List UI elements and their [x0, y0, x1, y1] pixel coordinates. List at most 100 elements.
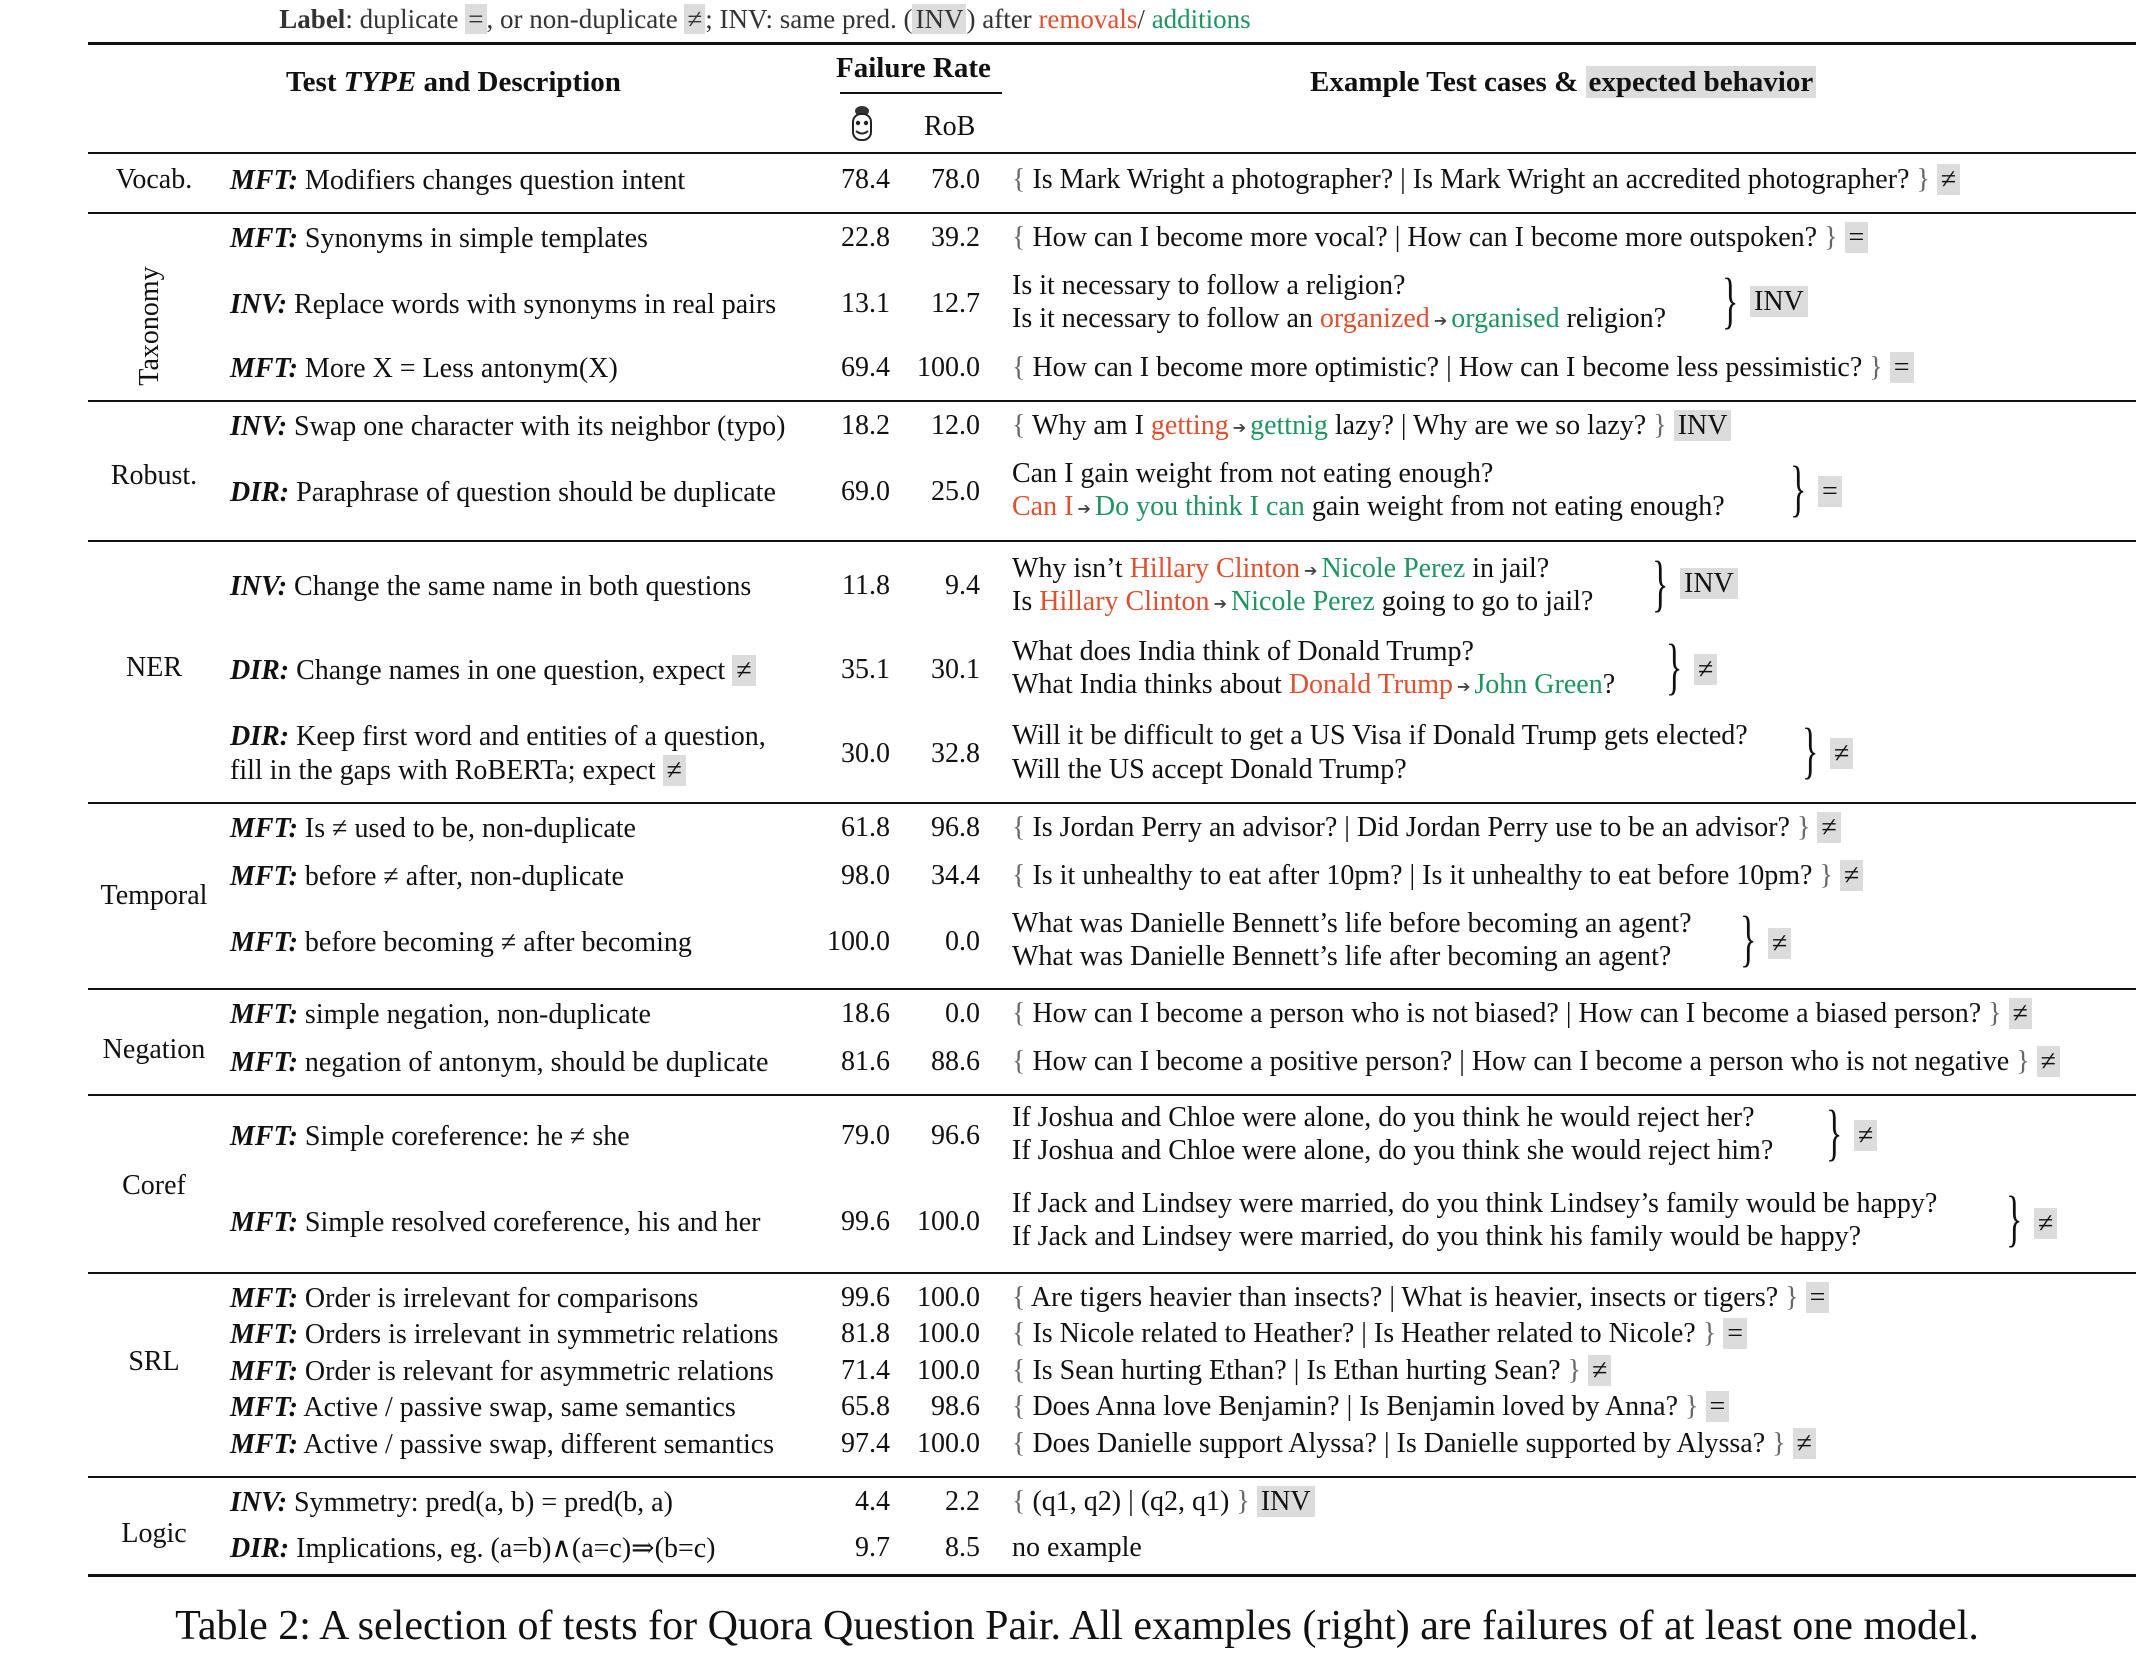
rob-failure-rate: 2.2 — [945, 1486, 980, 1517]
test-description: MFT: Active / passive swap, same semanti… — [230, 1392, 736, 1423]
bert-failure-rate: 13.1 — [841, 288, 890, 319]
bert-failure-rate: 98.0 — [841, 860, 890, 891]
bert-failure-rate: 78.4 — [841, 164, 890, 195]
example-case: no example — [1012, 1532, 1142, 1563]
example-line: What does India think of Donald Trump? — [1012, 636, 1474, 667]
example-line: If Jack and Lindsey were married, do you… — [1012, 1188, 1938, 1219]
section-rule — [88, 1272, 2136, 1274]
legend-text: ) after — [966, 4, 1032, 34]
section-rule — [88, 802, 2136, 804]
example-line: Will it be difficult to get a US Visa if… — [1012, 720, 1748, 751]
rob-failure-rate: 34.4 — [931, 860, 980, 891]
rob-failure-rate: 30.1 — [931, 654, 980, 685]
examples-header: Example Test cases & expected behavior — [1310, 66, 1817, 99]
example-case: { Is Jordan Perry an advisor? | Did Jord… — [1012, 812, 1841, 844]
example-case: { Is Nicole related to Heather? | Is Hea… — [1012, 1318, 1747, 1350]
legend-text: ; INV: same pred. ( — [705, 4, 913, 34]
rob-failure-rate: 96.6 — [931, 1120, 980, 1151]
test-description: DIR: Keep first word and entities of a q… — [230, 721, 766, 752]
expected-tag: ≠ — [1694, 654, 1718, 686]
example-case: { Does Danielle support Alyssa? | Is Dan… — [1012, 1428, 1816, 1460]
category-vocab: Vocab. — [115, 164, 193, 195]
example-line: Can I ➔ Do you think I can gain weight fro… — [1012, 491, 1725, 522]
bottom-rule — [88, 1574, 2136, 1577]
example-case: { Is Mark Wright a photographer? | Is Ma… — [1012, 164, 1961, 196]
bert-failure-rate: 81.6 — [841, 1046, 890, 1077]
rob-failure-rate: 100.0 — [917, 1428, 980, 1459]
rob-failure-rate: 8.5 — [945, 1532, 980, 1563]
example-line: Is Hillary Clinton ➔ Nicole Perez going to… — [1012, 586, 1594, 617]
category-temporal: Temporal — [100, 880, 208, 911]
legend-neq: ≠ — [684, 4, 706, 34]
rob-failure-rate: 25.0 — [931, 476, 980, 507]
section-rule — [88, 988, 2136, 990]
bert-icon — [845, 104, 879, 146]
brace: } — [1790, 455, 1807, 523]
rob-failure-rate: 98.6 — [931, 1391, 980, 1422]
bert-failure-rate: 22.8 — [841, 222, 890, 253]
category-robust: Robust. — [110, 460, 198, 491]
test-description: MFT: Orders is irrelevant in symmetric r… — [230, 1319, 779, 1350]
category-ner: NER — [126, 652, 182, 683]
expected-tag: ≠ — [1768, 928, 1792, 960]
expected-tag: = — [1818, 476, 1842, 508]
category-negation: Negation — [102, 1034, 206, 1065]
legend-removals: removals — [1038, 4, 1138, 34]
rob-failure-rate: 100.0 — [917, 1318, 980, 1349]
expected-tag: ≠ — [2034, 1208, 2058, 1240]
test-description: MFT: Is ≠ used to be, non-duplicate — [230, 813, 636, 844]
expected-tag: INV — [1750, 286, 1808, 318]
example-line: What was Danielle Bennett’s life after b… — [1012, 941, 1672, 972]
bert-failure-rate: 65.8 — [841, 1391, 890, 1422]
rob-header: RoB — [924, 111, 976, 142]
brace: } — [2006, 1185, 2023, 1253]
bert-failure-rate: 11.8 — [842, 570, 890, 601]
rob-failure-rate: 100.0 — [917, 1355, 980, 1386]
test-description: MFT: Simple resolved coreference, his an… — [230, 1207, 761, 1238]
rob-failure-rate: 96.8 — [931, 812, 980, 843]
bert-failure-rate: 100.0 — [827, 926, 890, 957]
rob-failure-rate: 100.0 — [917, 1282, 980, 1313]
rob-failure-rate: 78.0 — [931, 164, 980, 195]
table-caption: Table 2: A selection of tests for Quora … — [175, 1603, 1979, 1649]
expected-tag: ≠ — [1830, 738, 1854, 770]
example-line: If Joshua and Chloe were alone, do you t… — [1012, 1135, 1774, 1166]
rob-failure-rate: 32.8 — [931, 738, 980, 769]
brace: } — [1802, 717, 1819, 785]
legend-inv: INV — [912, 4, 967, 34]
test-description: INV: Swap one character with its neighbo… — [230, 411, 786, 442]
section-rule — [88, 540, 2136, 542]
bert-failure-rate: 79.0 — [841, 1120, 890, 1151]
rob-failure-rate: 100.0 — [917, 1206, 980, 1237]
test-description: MFT: Modifiers changes question intent — [230, 165, 686, 196]
brace: } — [1740, 905, 1757, 973]
legend-eq: = — [465, 4, 487, 34]
test-description: MFT: Order is relevant for asymmetric re… — [230, 1356, 774, 1387]
expected-tag: ≠ — [1854, 1120, 1878, 1152]
rob-failure-rate: 0.0 — [945, 998, 980, 1029]
bert-failure-rate: 18.2 — [841, 410, 890, 441]
test-description: INV: Symmetry: pred(a, b) = pred(b, a) — [230, 1487, 673, 1518]
test-description: MFT: Simple coreference: he ≠ she — [230, 1121, 630, 1152]
bert-failure-rate: 99.6 — [841, 1282, 890, 1313]
example-case: { Is it unhealthy to eat after 10pm? | I… — [1012, 860, 1864, 892]
category-srl: SRL — [128, 1346, 180, 1377]
test-description: INV: Replace words with synonyms in real… — [230, 289, 777, 320]
test-type-header: Test TYPE and Description — [286, 66, 621, 98]
bert-failure-rate: 35.1 — [841, 654, 890, 685]
example-case: { How can I become more optimistic? | Ho… — [1012, 352, 1914, 384]
section-rule — [88, 400, 2136, 402]
bert-failure-rate: 30.0 — [841, 738, 890, 769]
test-description: MFT: More X = Less antonym(X) — [230, 353, 618, 384]
expected-tag: INV — [1680, 568, 1738, 600]
legend-additions: additions — [1151, 4, 1251, 34]
failure-rate-rule — [840, 92, 1002, 94]
bert-failure-rate: 61.8 — [841, 812, 890, 843]
legend-text: , or non-duplicate — [486, 4, 678, 34]
rob-failure-rate: 39.2 — [931, 222, 980, 253]
example-case: { How can I become more vocal? | How can… — [1012, 222, 1869, 254]
bert-failure-rate: 69.0 — [841, 476, 890, 507]
example-line: What was Danielle Bennett’s life before … — [1012, 908, 1692, 939]
brace: } — [1666, 633, 1683, 701]
top-rule — [88, 42, 2136, 45]
